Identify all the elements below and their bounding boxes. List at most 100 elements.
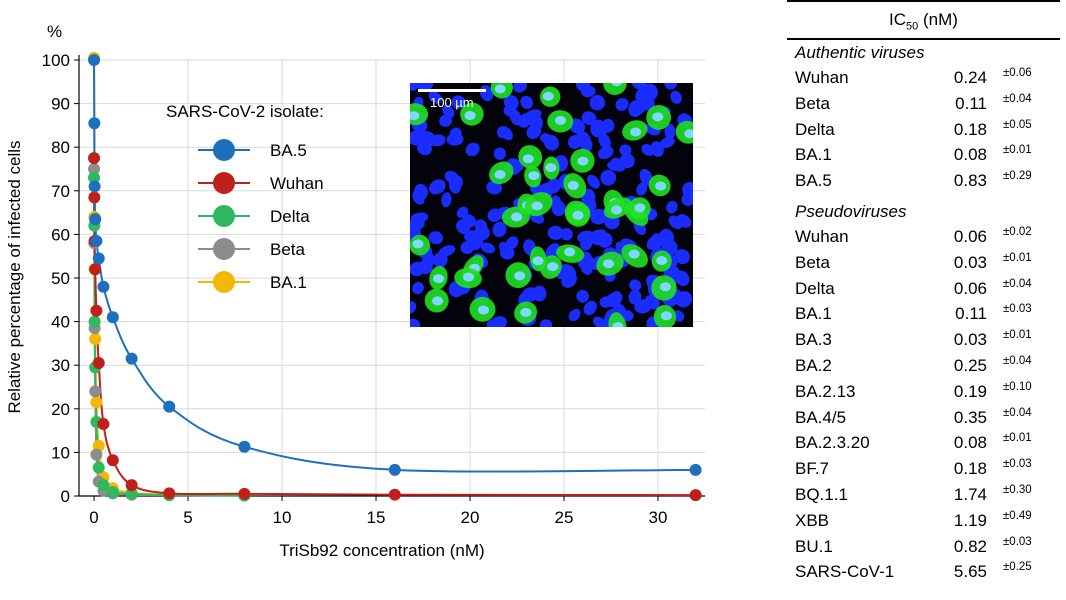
ic50-value: 0.18 (953, 119, 987, 139)
nucleus (581, 85, 596, 98)
data-point-wuhan (388, 488, 401, 501)
data-point-beta (90, 448, 103, 461)
ic50-value: 1.74 (953, 484, 987, 504)
header-sub: 50 (906, 20, 919, 33)
nucleus (567, 134, 583, 149)
x-tick-label: 30 (649, 508, 668, 527)
data-point-ba.1 (90, 396, 103, 409)
isolate-name: Beta (795, 93, 830, 113)
data-point-wuhan (88, 191, 101, 204)
nucleus (506, 236, 519, 250)
ic50-value: 0.06 (953, 278, 987, 298)
nucleus (659, 228, 675, 245)
ic50-error: ±0.03 (1003, 303, 1032, 316)
y-tick-label: 40 (51, 313, 70, 332)
infected-nucleus (433, 274, 445, 284)
infected-nucleus (542, 91, 554, 101)
cell-image (410, 83, 693, 327)
nucleus (433, 251, 448, 268)
data-point-wuhan (92, 357, 105, 370)
chart-points (88, 51, 702, 502)
nucleus (664, 123, 676, 140)
nucleus (543, 134, 560, 151)
data-point-ba.5 (388, 463, 401, 476)
section-title: Pseudoviruses (795, 201, 907, 221)
nucleus (590, 208, 608, 225)
nucleus (568, 308, 581, 322)
data-point-delta (97, 479, 110, 492)
table-row: Wuhan 0.06 ±0.02 (787, 224, 1060, 250)
data-point-delta (106, 486, 119, 499)
nucleus (465, 142, 480, 157)
infected-nucleus (545, 163, 557, 173)
nucleus (681, 192, 693, 206)
nucleus (414, 183, 429, 200)
table-row: BA.2 0.25 ±0.04 (787, 353, 1060, 379)
legend-marker-ba.5 (213, 139, 235, 161)
nucleus (580, 235, 593, 251)
nucleus (646, 234, 662, 250)
table-row: BA.3 0.03 ±0.01 (787, 327, 1060, 353)
ic50-error: ±0.49 (1003, 509, 1032, 522)
y-tick-label: 50 (51, 269, 70, 288)
y-tick-label: 10 (51, 443, 70, 462)
data-point-wuhan (90, 304, 103, 317)
data-point-ba.5 (88, 54, 101, 66)
isolate-name: BQ.1.1 (795, 484, 848, 504)
infected-nucleus (532, 256, 544, 266)
ic50-error: ±0.03 (1003, 458, 1032, 471)
ic50-value: 0.83 (953, 171, 987, 191)
ic50-value: 0.03 (953, 330, 987, 350)
infected-nucleus (522, 154, 534, 164)
x-axis-title: TriSb92 concentration (nM) (279, 541, 484, 560)
nucleus (675, 270, 690, 287)
nucleus (659, 137, 675, 149)
x-tick-label: 10 (273, 508, 292, 527)
infected-nucleus (511, 212, 523, 222)
ic50-value: 0.25 (953, 355, 987, 375)
y-tick-label: 20 (51, 400, 70, 419)
data-point-ba.5 (106, 311, 119, 324)
isolate-name: BA.2.3.20 (795, 433, 870, 453)
infected-nucleus (572, 210, 584, 220)
ic50-error: ±0.05 (1003, 118, 1032, 131)
ic50-error: ±0.01 (1003, 329, 1032, 342)
data-point-ba.1 (89, 333, 102, 346)
infected-nucleus (520, 307, 532, 317)
infected-nucleus (514, 271, 526, 281)
isolate-name: Delta (795, 278, 835, 298)
table-top-rule (787, 0, 1060, 2)
table-row: BA.4/5 0.35 ±0.04 (787, 405, 1060, 431)
section-title: Authentic viruses (795, 43, 925, 62)
scale-bar-label: 100 µm (430, 95, 474, 110)
nucleus (429, 179, 446, 195)
nucleus (442, 105, 455, 118)
nucleus (644, 294, 660, 310)
nucleus (551, 200, 566, 217)
nucleus (487, 208, 502, 222)
infected-nucleus (612, 322, 624, 327)
data-point-delta (88, 171, 101, 184)
infected-nucleus (655, 181, 667, 191)
y-axis-title: Relative percentage of infected cells (5, 140, 24, 413)
ic50-table: IC50 (nM) Authentic viruses Wuhan 0.24 ±0.0… (787, 0, 1060, 585)
nucleus (589, 94, 605, 111)
legend-title: SARS-CoV-2 isolate: (166, 102, 324, 121)
ic50-value: 0.24 (953, 68, 987, 87)
nucleus (593, 316, 606, 327)
infected-nucleus (630, 127, 642, 137)
x-tick-label: 20 (461, 508, 480, 527)
ic50-value: 0.08 (953, 433, 987, 453)
nucleus (416, 83, 434, 92)
scale-bar (418, 89, 486, 92)
data-point-wuhan (689, 489, 702, 502)
nucleus (417, 141, 432, 156)
infected-nucleus (634, 203, 646, 213)
data-point-delta (88, 315, 101, 328)
nucleus (513, 83, 528, 93)
isolate-name: BF.7 (795, 459, 830, 479)
x-tick-label: 5 (183, 508, 192, 527)
isolate-name: BA.3 (795, 330, 832, 350)
infected-nucleus (464, 111, 476, 121)
nucleus (464, 230, 480, 244)
